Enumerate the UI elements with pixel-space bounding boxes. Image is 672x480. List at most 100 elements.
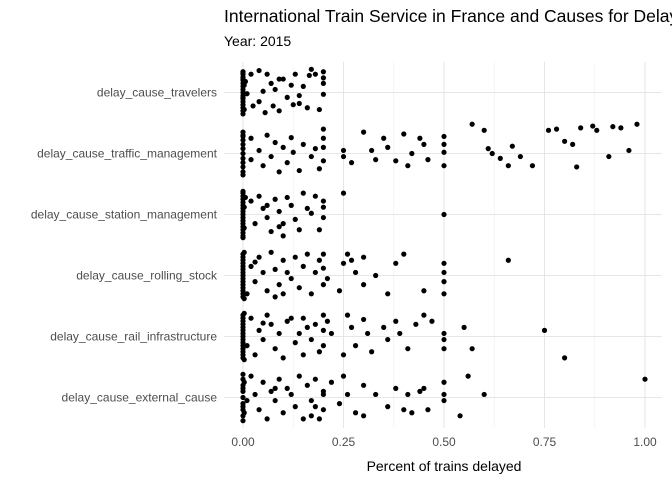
data-point [421,385,427,391]
data-point [260,320,266,326]
data-point [280,257,286,263]
data-point [248,135,254,141]
data-point [312,146,318,152]
data-point [361,129,367,135]
data-point [248,157,254,163]
data-point [441,260,447,266]
data-point [441,391,447,398]
data-point [240,94,246,100]
data-point [248,198,254,204]
data-point [240,371,246,377]
data-point [241,249,247,255]
data-point [240,340,246,346]
data-point [401,407,407,413]
data-point [252,352,258,358]
data-point [441,346,447,352]
data-point [320,282,326,288]
data-point [441,336,447,343]
data-point [268,321,274,327]
data-point [590,123,596,129]
data-point [352,410,359,416]
data-point [240,394,246,401]
data-point [320,312,326,318]
data-point [304,251,310,257]
data-point [320,91,326,97]
data-point [441,379,447,385]
data-point [320,391,326,398]
data-point [252,279,258,285]
data-point [324,275,331,282]
data-point [240,218,246,224]
data-point [280,233,286,239]
data-point [292,340,298,346]
data-point [248,315,254,321]
data-point [280,410,286,416]
data-point [240,70,246,76]
data-point [240,188,246,194]
x-tick-label: 0.25 [332,435,356,449]
data-point [421,312,427,318]
data-point [242,194,249,201]
data-point [642,376,648,382]
data-point [352,343,359,349]
data-point [292,216,298,222]
y-tick-label: delay_cause_traffic_management [37,147,218,161]
data-point [489,150,495,157]
data-point [241,106,247,113]
data-point [393,158,399,164]
data-point [361,316,367,323]
data-point [308,153,314,160]
data-point [284,318,290,324]
data-point [284,94,290,100]
data-point [441,330,447,337]
data-point [280,355,286,361]
data-point [240,137,246,143]
data-point [272,397,278,404]
data-point [270,103,276,109]
data-point [240,254,246,260]
data-point [292,254,298,260]
data-point [352,269,359,276]
y-tick-label: delay_cause_rail_infrastructure [50,330,217,344]
data-point [485,146,491,152]
data-point [340,147,347,154]
data-point [241,410,247,416]
data-point [260,163,266,169]
data-point [401,251,407,257]
data-point [244,397,250,404]
data-point [441,149,447,155]
data-point [248,71,254,77]
data-point [413,321,419,327]
data-point [264,214,270,221]
data-point [300,416,306,422]
data-point [320,204,326,210]
data-point [365,330,371,337]
data-point [276,169,282,175]
data-point [256,147,262,154]
data-point [373,157,379,163]
y-tick-label: delay_cause_rolling_stock [76,269,218,283]
data-point [320,80,326,86]
data-point [296,100,302,107]
data-point [240,346,246,352]
data-point [240,333,246,340]
data-point [272,86,278,93]
data-point [250,103,256,109]
data-point [276,330,282,337]
data-point [348,257,355,263]
data-point [241,379,247,385]
data-point [618,125,624,131]
data-point [300,190,306,196]
data-point [241,225,247,231]
y-tick-label: delay_cause_station_management [31,208,218,222]
data-point [240,199,246,205]
data-point [300,352,306,358]
data-point [268,80,274,86]
data-point [312,404,318,410]
data-point [385,291,391,297]
data-point [441,211,447,218]
data-point [393,260,399,266]
x-tick-label: 0.00 [231,435,255,449]
data-point [441,163,447,169]
